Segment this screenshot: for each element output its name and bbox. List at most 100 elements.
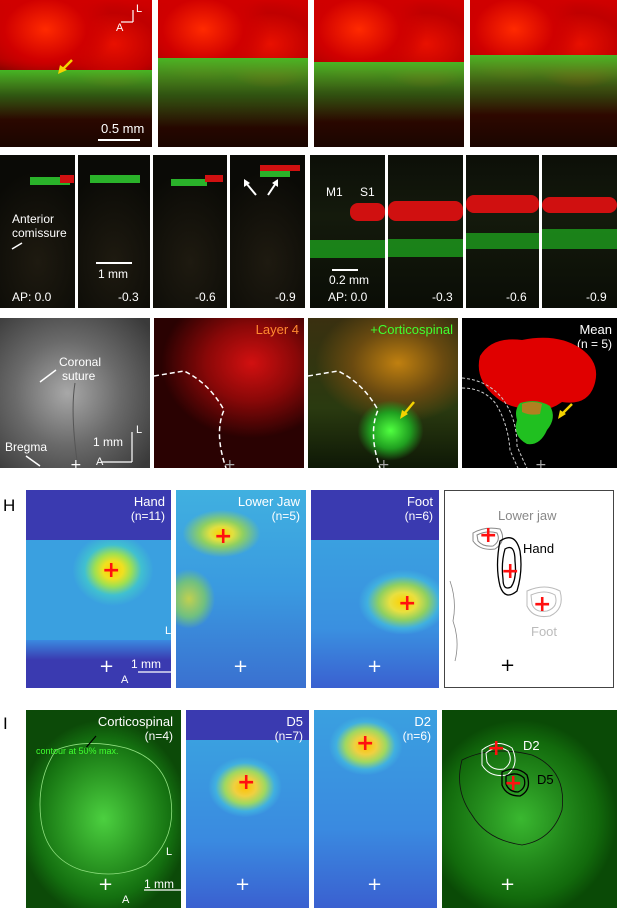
corticospinal-title: Corticospinal bbox=[97, 714, 173, 729]
heatmap-foot: Foot (n=6) + + bbox=[311, 490, 439, 688]
panel-d: Coronal suture Bregma 1 mm L A + bbox=[0, 318, 150, 468]
bregma-marker: + bbox=[500, 655, 516, 676]
overlay-i: D2 D5 + + + bbox=[442, 710, 617, 908]
peak-marker: + bbox=[356, 731, 375, 756]
orientation-l: L bbox=[166, 846, 173, 858]
coronal-label: Coronal bbox=[59, 355, 102, 369]
orientation-l: L bbox=[136, 424, 143, 436]
foot-title: Foot bbox=[406, 494, 433, 509]
panel-c4: -0.9 bbox=[542, 155, 617, 308]
panel-a1: L A 0.5 mm bbox=[0, 0, 152, 147]
panel-a2 bbox=[158, 0, 308, 147]
d5-n: (n=7) bbox=[274, 729, 303, 743]
bregma-marker: + bbox=[99, 656, 115, 677]
bregma-marker: + bbox=[98, 874, 114, 895]
ap-label: -0.9 bbox=[586, 290, 607, 304]
overlay-d2-label: D2 bbox=[523, 738, 540, 753]
scale-bar-label: 0.5 mm bbox=[101, 121, 145, 136]
bregma-marker: + bbox=[70, 457, 82, 468]
ap-label: AP: 0.0 bbox=[328, 290, 368, 304]
peak-marker-d5: + bbox=[504, 771, 523, 796]
orientation-a: A bbox=[116, 22, 124, 34]
corticospinal-title: +Corticospinal bbox=[370, 322, 453, 337]
mean-title: Mean bbox=[579, 322, 612, 337]
overlay-h: Lower jaw Hand Foot + + + + bbox=[444, 490, 614, 688]
hand-n: (n=11) bbox=[130, 509, 165, 523]
heatmap-d2: D2 (n=6) + + bbox=[314, 710, 437, 908]
panel-c2: -0.3 bbox=[388, 155, 463, 308]
ap-label: -0.9 bbox=[275, 290, 296, 304]
scale-bar-label: 1 mm bbox=[93, 435, 123, 449]
bregma-marker: + bbox=[535, 457, 547, 468]
bregma-label: Bregma bbox=[5, 440, 48, 454]
peak-marker: + bbox=[398, 591, 417, 616]
ap-label: AP: 0.0 bbox=[12, 290, 52, 304]
suture-label: suture bbox=[62, 369, 96, 383]
bregma-marker: + bbox=[224, 457, 236, 468]
d5-title: D5 bbox=[286, 714, 303, 729]
d2-n: (n=6) bbox=[402, 729, 431, 743]
heatmap-hand: Hand (n=11) + + 1 mm A bbox=[26, 490, 171, 688]
m1-label: M1 bbox=[326, 185, 343, 199]
orientation-a: A bbox=[96, 456, 104, 468]
scale-bar-label: 1 mm bbox=[98, 267, 128, 281]
bregma-marker: + bbox=[367, 656, 383, 677]
panel-b3: -0.6 bbox=[153, 155, 227, 308]
contour-label: contour at 50% max. bbox=[36, 746, 119, 756]
bregma-marker: + bbox=[233, 656, 249, 677]
panel-c3: -0.6 bbox=[466, 155, 539, 308]
peak-marker-hand: + bbox=[501, 559, 520, 584]
panel-letter-i: I bbox=[3, 714, 8, 733]
overlay-foot-label: Foot bbox=[531, 624, 558, 639]
overlay-lower-jaw-label: Lower jaw bbox=[498, 508, 557, 523]
heatmap-d5: D5 (n=7) + + bbox=[186, 710, 309, 908]
orientation-a: A bbox=[121, 674, 129, 686]
panel-letter-h: H bbox=[3, 496, 16, 515]
jaw-title: Lower Jaw bbox=[237, 494, 300, 509]
anterior-label: Anterior bbox=[12, 212, 55, 226]
panel-b2: 1 mm -0.3 bbox=[78, 155, 150, 308]
peak-marker-foot: + bbox=[533, 592, 552, 617]
jaw-n: (n=5) bbox=[271, 509, 300, 523]
foot-n: (n=6) bbox=[404, 509, 433, 523]
orientation-l: L bbox=[136, 3, 143, 15]
panel-f: +Corticospinal + bbox=[308, 318, 458, 468]
overlay-d5-label: D5 bbox=[537, 772, 554, 787]
ap-label: -0.3 bbox=[432, 290, 453, 304]
panel-b1: Anterior comissure AP: 0.0 bbox=[0, 155, 75, 308]
scale-bar-label: 1 mm bbox=[144, 877, 174, 891]
mean-n: (n = 5) bbox=[576, 337, 612, 351]
orientation-a: A bbox=[122, 894, 130, 906]
panel-a3 bbox=[314, 0, 464, 147]
peak-marker: + bbox=[237, 770, 256, 795]
bregma-marker: + bbox=[378, 457, 390, 468]
ap-label: -0.3 bbox=[118, 290, 139, 304]
panel-corticospinal: Corticospinal (n=4) contour at 50% max. … bbox=[26, 710, 181, 908]
bregma-marker: + bbox=[235, 874, 251, 895]
orientation-l: L bbox=[165, 625, 172, 637]
panel-b4: -0.9 bbox=[230, 155, 305, 308]
ap-label: -0.6 bbox=[195, 290, 216, 304]
scale-bar-label: 0.2 mm bbox=[329, 273, 370, 287]
peak-marker-jaw: + bbox=[479, 523, 498, 548]
heatmap-lower-jaw: Lower Jaw (n=5) + + bbox=[176, 490, 306, 688]
hand-title: Hand bbox=[133, 494, 165, 509]
panel-g: Mean (n = 5) + bbox=[462, 318, 617, 468]
panel-a4 bbox=[470, 0, 617, 147]
scale-bar-label: 1 mm bbox=[131, 657, 161, 671]
ap-label: -0.6 bbox=[506, 290, 527, 304]
panel-e: Layer 4 + bbox=[154, 318, 304, 468]
panel-c1: M1 S1 0.2 mm AP: 0.0 bbox=[310, 155, 385, 308]
peak-marker-d2: + bbox=[487, 736, 506, 761]
corticospinal-n: (n=4) bbox=[144, 729, 173, 743]
peak-marker: + bbox=[214, 524, 233, 549]
d2-title: D2 bbox=[414, 714, 431, 729]
peak-marker: + bbox=[102, 558, 121, 583]
bregma-marker: + bbox=[500, 874, 516, 895]
overlay-hand-label: Hand bbox=[523, 541, 555, 556]
s1-label: S1 bbox=[360, 185, 375, 199]
comissure-label: comissure bbox=[12, 226, 67, 240]
bregma-marker: + bbox=[367, 874, 383, 895]
layer4-title: Layer 4 bbox=[255, 322, 299, 337]
